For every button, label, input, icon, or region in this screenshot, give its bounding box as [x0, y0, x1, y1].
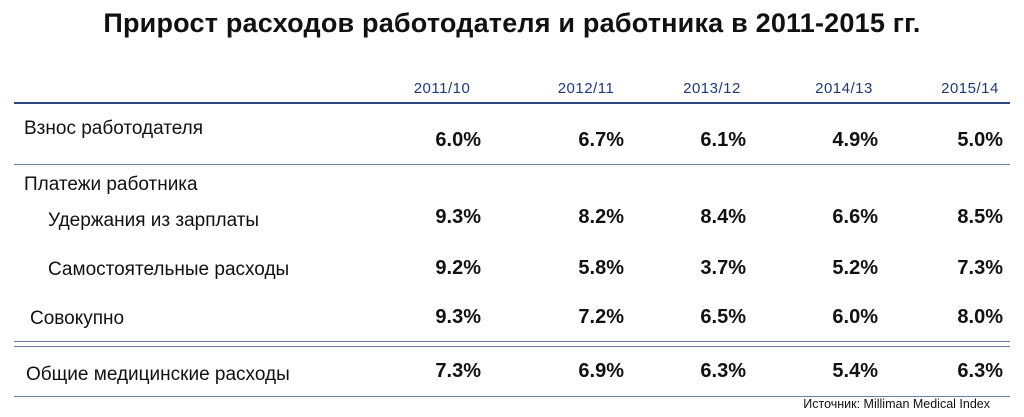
cell-0-4: 5.0%	[957, 129, 1003, 151]
row-label-1: Платежи работника	[24, 174, 198, 195]
cell-3-0: 9.2%	[435, 257, 481, 279]
cell-0-1: 6.7%	[578, 129, 624, 151]
chart-title: Прирост расходов работодателя и работник…	[103, 8, 921, 38]
cell-3-4: 7.3%	[957, 257, 1003, 279]
source-note: Источник: Milliman Medical Index	[803, 397, 990, 411]
row-label-0: Взнос работодателя	[24, 118, 204, 139]
cell-2-4: 8.5%	[957, 206, 1003, 228]
cell-4-3: 6.0%	[832, 306, 878, 328]
cell-4-1: 7.2%	[578, 306, 624, 328]
cell-2-1: 8.2%	[578, 206, 624, 228]
cell-5-0: 7.3%	[435, 360, 481, 382]
column-header-2: 2013/12	[683, 80, 741, 97]
row-label-5: Общие медицинские расходы	[26, 364, 290, 385]
table-rule-0	[14, 102, 1010, 104]
cell-5-4: 6.3%	[957, 360, 1003, 382]
cell-4-0: 9.3%	[435, 306, 481, 328]
row-label-4: Совокупно	[30, 308, 125, 329]
cell-2-3: 6.6%	[832, 206, 878, 228]
table-rule-1	[14, 164, 1010, 165]
row-label-2: Удержания из зарплаты	[48, 210, 260, 231]
cell-3-2: 3.7%	[700, 257, 746, 279]
cell-0-3: 4.9%	[832, 129, 878, 151]
cell-5-1: 6.9%	[578, 360, 624, 382]
column-header-3: 2014/13	[815, 80, 873, 97]
cell-5-3: 5.4%	[832, 360, 878, 382]
cell-3-3: 5.2%	[832, 257, 878, 279]
column-header-0: 2011/10	[413, 80, 471, 97]
column-header-1: 2012/11	[557, 80, 615, 97]
column-header-4: 2015/14	[941, 80, 999, 97]
table-rule-4	[14, 396, 1010, 397]
table-rule-3	[14, 346, 1010, 347]
cell-0-2: 6.1%	[700, 129, 746, 151]
table-rule-2	[14, 341, 1010, 342]
cell-5-2: 6.3%	[700, 360, 746, 382]
row-label-3: Самостоятельные расходы	[48, 259, 290, 280]
cell-2-0: 9.3%	[435, 206, 481, 228]
cell-4-2: 6.5%	[700, 306, 746, 328]
cell-3-1: 5.8%	[578, 257, 624, 279]
cell-2-2: 8.4%	[700, 206, 746, 228]
cell-4-4: 8.0%	[957, 306, 1003, 328]
cell-0-0: 6.0%	[435, 129, 481, 151]
